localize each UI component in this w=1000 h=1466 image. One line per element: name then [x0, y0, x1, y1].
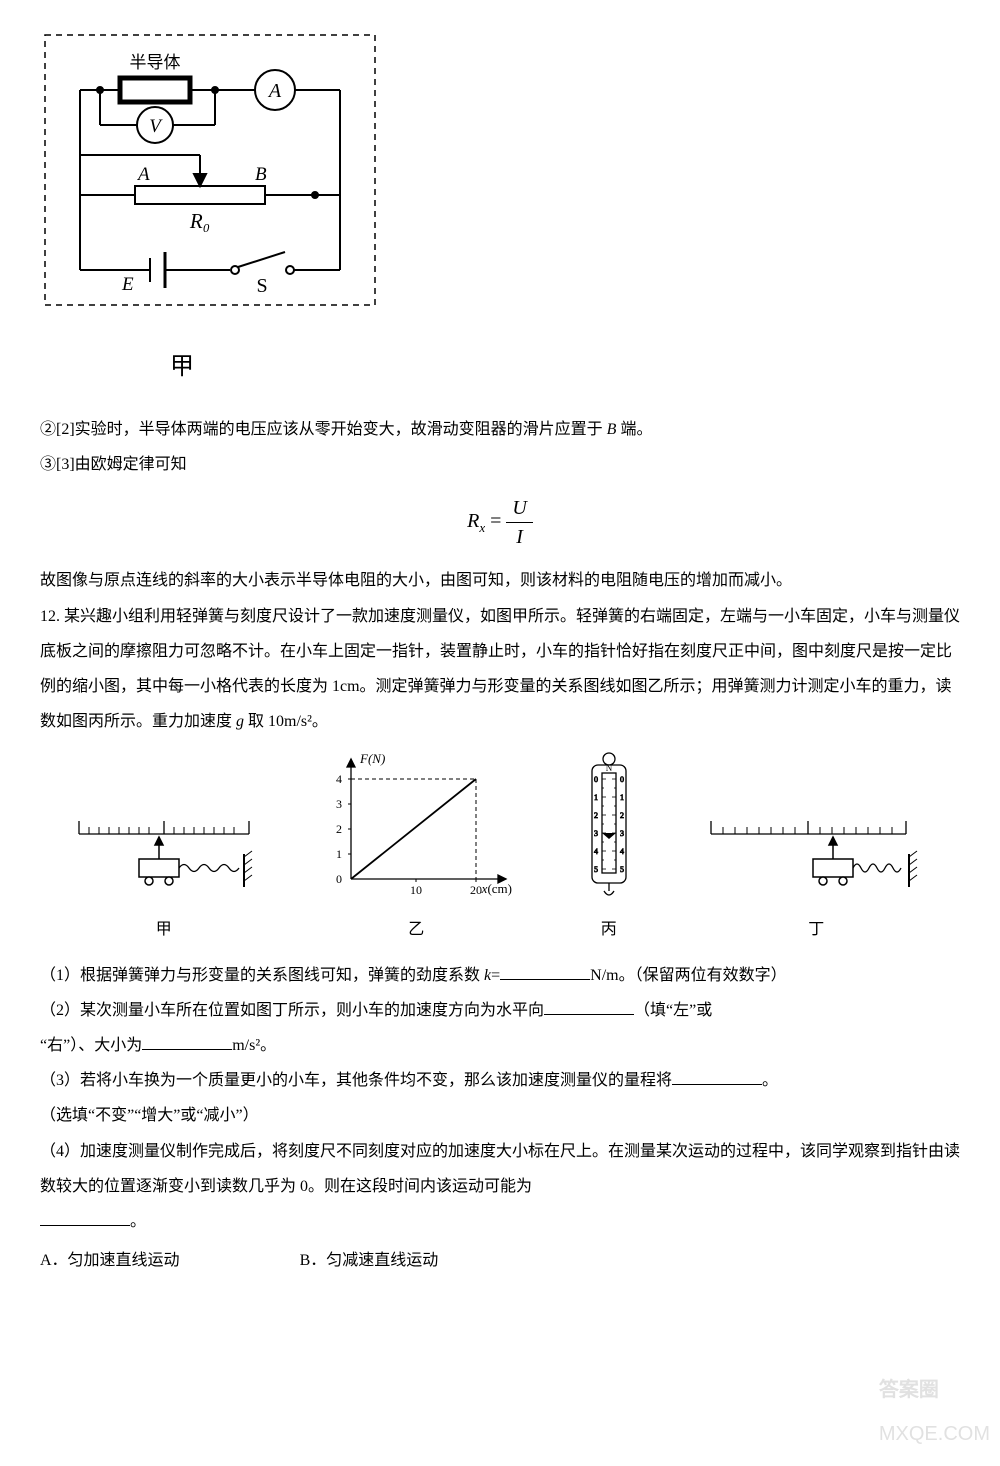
sub-question-1: （1）根据弹簧弹力与形变量的关系图线可知，弹簧的劲度系数 k=N/m。（保留两位…	[40, 958, 960, 993]
svg-text:10: 10	[410, 883, 422, 897]
blank-direction[interactable]	[544, 998, 634, 1015]
point-a-label: A	[136, 164, 150, 185]
fig-ding-caption: 丁	[701, 912, 931, 947]
svg-text:3: 3	[336, 797, 342, 811]
sub2-a: （2）某次测量小车所在位置如图丁所示，则小车的加速度方向为水平向	[40, 1002, 544, 1019]
watermark-2: MXQE.COM	[879, 1412, 990, 1456]
option-b[interactable]: B．匀减速直线运动	[300, 1243, 439, 1278]
sub-question-3: （3）若将小车换为一个质量更小的小车，其他条件均不变，那么该加速度测量仪的量程将…	[40, 1063, 960, 1098]
q12-g2: 取 10m/s²。	[244, 713, 328, 730]
svg-text:20: 20	[470, 883, 482, 897]
svg-text:4: 4	[336, 772, 342, 786]
options-row: A．匀加速直线运动 B．匀减速直线运动	[40, 1243, 960, 1278]
sub2-b: （填“左”或	[634, 1002, 712, 1019]
paragraph-2: ②[2]实验时，半导体两端的电压应该从零开始变大，故滑动变阻器的滑片应置于 B …	[40, 412, 960, 447]
line2-text-a: ②[2]实验时，半导体两端的电压应该从零开始变大，故滑动变阻器的滑片应置于	[40, 421, 607, 438]
svg-text:0: 0	[594, 775, 598, 784]
sub1-c: N/m。（保留两位有效数字）	[590, 967, 786, 984]
sub1-a: （1）根据弹簧弹力与形变量的关系图线可知，弹簧的劲度系数	[40, 967, 484, 984]
formula-i: I	[506, 523, 532, 551]
fig-ding-apparatus: 丁	[701, 809, 931, 947]
blank-k[interactable]	[500, 963, 590, 980]
sub-question-3b: （选填“不变”“增大”或“减小”）	[40, 1098, 960, 1133]
svg-text:3: 3	[594, 829, 598, 838]
blank-range[interactable]	[672, 1068, 762, 1085]
s-label: S	[256, 275, 267, 297]
option-a[interactable]: A．匀加速直线运动	[40, 1243, 180, 1278]
sub2-d: m/s²。	[232, 1037, 276, 1054]
svg-text:2: 2	[620, 811, 624, 820]
svg-text:N: N	[606, 763, 613, 773]
e-label: E	[121, 274, 134, 295]
blank-motion[interactable]	[40, 1209, 130, 1226]
fig-jia-apparatus: 甲	[69, 809, 259, 947]
ammeter-label: A	[267, 80, 282, 102]
sub1-eq: =	[491, 967, 500, 984]
line2-text-b: 端。	[616, 421, 652, 438]
svg-text:0: 0	[336, 872, 342, 886]
formula-r: R	[467, 510, 479, 532]
svg-text:1: 1	[336, 847, 342, 861]
fig-yi-chart: 0 1 2 3 4 10 20 F(N) x(cm) 乙	[316, 749, 516, 947]
circuit-figure: 半导体 A V A B R₀ E S 甲	[40, 30, 960, 394]
fig-bing-scale: N 0 0 1 1 2 2 3 3 4 4 5 5	[574, 749, 644, 947]
circuit-caption: 甲	[40, 341, 510, 394]
formula-u: U	[506, 494, 532, 523]
sub-question-2: （2）某次测量小车所在位置如图丁所示，则小车的加速度方向为水平向 （填“左”或	[40, 993, 960, 1028]
sub3-a: （3）若将小车换为一个质量更小的小车，其他条件均不变，那么该加速度测量仪的量程将	[40, 1072, 672, 1089]
svg-text:5: 5	[620, 865, 624, 874]
formula-eq: =	[490, 510, 506, 532]
r0-label: R₀	[189, 209, 210, 233]
formula-sub: x	[479, 520, 485, 535]
svg-text:3: 3	[620, 829, 624, 838]
paragraph-4: 故图像与原点连线的斜率的大小表示半导体电阻的大小，由图可知，则该材料的电阻随电压…	[40, 563, 960, 598]
svg-text:2: 2	[336, 822, 342, 836]
paragraph-3: ③[3]由欧姆定律可知	[40, 447, 960, 482]
svg-text:4: 4	[620, 847, 624, 856]
svg-text:x(cm): x(cm)	[481, 881, 512, 896]
sub3-b: 。	[762, 1072, 778, 1089]
watermark: 答案圈 MXQE.COM	[879, 1368, 990, 1456]
q12-g: g	[236, 713, 244, 730]
blank-accel[interactable]	[142, 1033, 232, 1050]
sub-question-2b: “右”）、大小为 m/s²。	[40, 1028, 960, 1063]
sub4-b: 。	[130, 1213, 146, 1230]
svg-text:2: 2	[594, 811, 598, 820]
svg-text:4: 4	[594, 847, 598, 856]
sub-question-4: （4）加速度测量仪制作完成后，将刻度尺不同刻度对应的加速度大小标在尺上。在测量某…	[40, 1134, 960, 1204]
svg-text:0: 0	[620, 775, 624, 784]
fig-bing-caption: 丙	[574, 912, 644, 947]
svg-text:1: 1	[594, 793, 598, 802]
label-semiconductor: 半导体	[130, 53, 181, 72]
watermark-1: 答案圈	[879, 1368, 990, 1412]
figure-row: 甲 0 1 2 3 4 10 20	[40, 749, 960, 947]
sub-question-4b: 。	[40, 1204, 960, 1239]
circuit-svg: 半导体 A V A B R₀ E S	[40, 30, 380, 310]
q12-text: 12. 某兴趣小组利用轻弹簧与刻度尺设计了一款加速度测量仪，如图甲所示。轻弹簧的…	[40, 608, 960, 731]
sub2-c: “右”）、大小为	[40, 1037, 142, 1054]
svg-text:1: 1	[620, 793, 624, 802]
question-12: 12. 某兴趣小组利用轻弹簧与刻度尺设计了一款加速度测量仪，如图甲所示。轻弹簧的…	[40, 599, 960, 740]
formula-rx: Rx = U I	[40, 494, 960, 551]
fig-jia2-caption: 甲	[69, 912, 259, 947]
svg-text:F(N): F(N)	[359, 751, 385, 766]
point-b-label: B	[255, 164, 267, 185]
fig-yi-caption: 乙	[316, 912, 516, 947]
svg-text:5: 5	[594, 865, 598, 874]
line2-b: B	[607, 421, 617, 438]
